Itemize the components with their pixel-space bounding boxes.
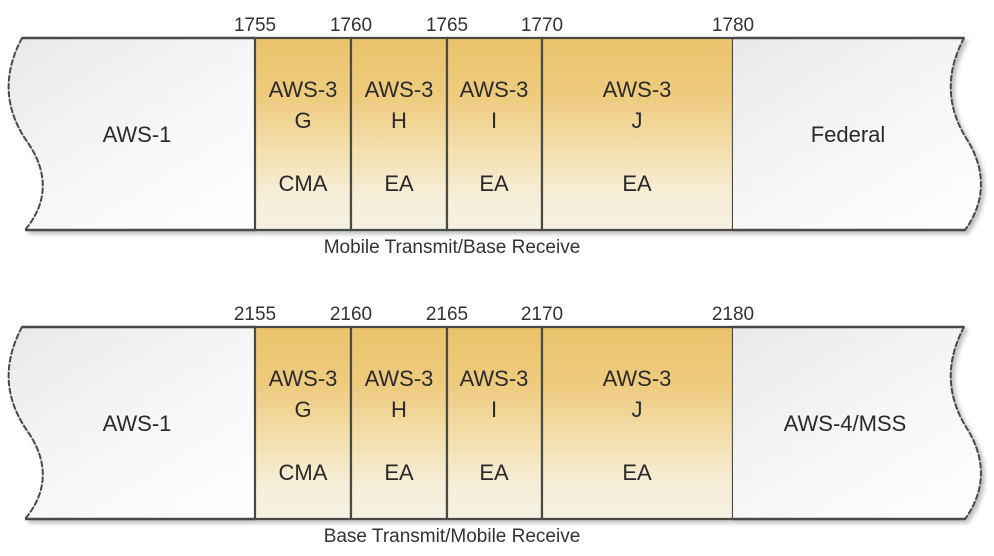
band-g-letter: G [294,397,311,422]
band-j-letter: J [632,397,643,422]
band-h-area: EA [384,171,414,196]
band-block-h [349,325,449,521]
band-j-name: AWS-3 [603,366,672,391]
band-g-area: CMA [279,460,328,485]
band-g-labels: AWS-3 G CMA [269,77,338,196]
band-h-letter: H [391,108,407,133]
aws4-mss-block-shape [733,327,981,519]
diagram-caption: Base Transmit/Mobile Receive [324,526,581,547]
tick-1755: 1755 [234,15,276,36]
band-h-labels: AWS-3 H EA [365,366,434,485]
tick-1765: 1765 [426,15,468,36]
left-torn-edge [7,37,44,231]
tick-2160: 2160 [330,304,372,325]
band-i-name: AWS-3 [460,366,529,391]
band-g-letter: G [294,108,311,133]
band-h-letter: H [391,397,407,422]
band-j-area: EA [622,171,652,196]
band-i-letter: I [491,397,497,422]
right-torn-edge [949,37,982,231]
band-j-area: EA [622,460,652,485]
tick-2165: 2165 [426,304,468,325]
aws1-block-shape [8,38,255,230]
tick-2170: 2170 [521,304,563,325]
band-g-labels: AWS-3 G CMA [269,366,338,485]
tick-2180: 2180 [712,304,754,325]
band-j-name: AWS-3 [603,77,672,102]
federal-block-shape [733,38,981,230]
aws4-mss-label: AWS-4/MSS [784,411,907,436]
band-h-name: AWS-3 [365,366,434,391]
frequency-ticks: 1755 1760 1765 1770 1780 [234,15,754,36]
band-block-g [253,325,353,521]
tick-1770: 1770 [521,15,563,36]
band-block-i [445,36,544,232]
right-torn-edge [949,326,982,520]
left-torn-edge [7,326,44,520]
band-h-labels: AWS-3 H EA [365,77,434,196]
band-block-j [540,325,735,521]
band-g-name: AWS-3 [269,366,338,391]
federal-label: Federal [811,122,886,147]
band-j-labels: AWS-3 J EA [603,77,672,196]
band-block-j [540,36,735,232]
band-strip [7,36,982,232]
tick-1780: 1780 [712,15,754,36]
band-i-labels: AWS-3 I EA [460,77,529,196]
band-j-labels: AWS-3 J EA [603,366,672,485]
band-h-name: AWS-3 [365,77,434,102]
tick-2155: 2155 [234,304,276,325]
aws1-block-shape [8,327,255,519]
band-i-labels: AWS-3 I EA [460,366,529,485]
band-i-area: EA [479,171,509,196]
tick-1760: 1760 [330,15,372,36]
band-block-h [349,36,449,232]
band-i-letter: I [491,108,497,133]
band-i-area: EA [479,460,509,485]
band-i-name: AWS-3 [460,77,529,102]
band-g-name: AWS-3 [269,77,338,102]
band-block-i [445,325,544,521]
band-strip [7,325,982,521]
frequency-ticks: 2155 2160 2165 2170 2180 [234,304,754,325]
aws1-label: AWS-1 [103,122,172,147]
aws1-label: AWS-1 [103,411,172,436]
band-block-g [253,36,353,232]
band-h-area: EA [384,460,414,485]
band-j-letter: J [632,108,643,133]
band-g-area: CMA [279,171,328,196]
mobile-transmit-diagram: 1755 1760 1765 1770 1780 AWS-1 Federal [7,15,982,258]
diagram-caption: Mobile Transmit/Base Receive [324,237,581,258]
base-transmit-diagram: 2155 2160 2165 2170 2180 AWS-1 AWS-4/MS [7,304,982,547]
